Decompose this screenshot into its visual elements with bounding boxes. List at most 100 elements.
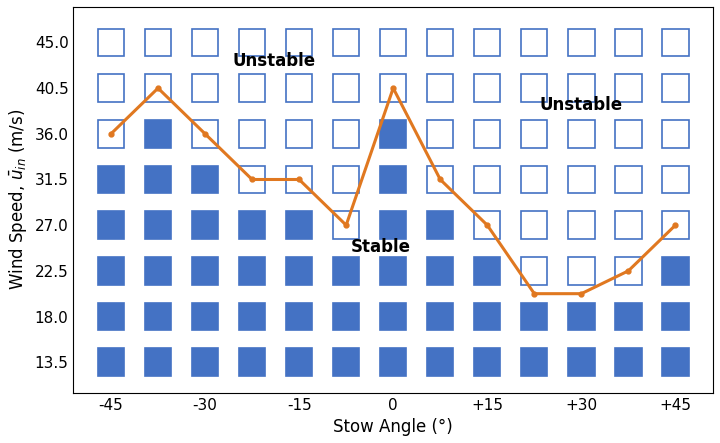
Bar xyxy=(145,211,171,239)
Bar xyxy=(427,120,454,148)
Bar xyxy=(239,166,265,193)
Bar xyxy=(521,29,547,56)
Bar xyxy=(474,29,500,56)
Bar xyxy=(239,211,265,239)
Bar xyxy=(615,211,642,239)
Bar xyxy=(615,349,642,376)
Bar xyxy=(427,257,454,284)
Text: Unstable: Unstable xyxy=(233,52,315,70)
Bar xyxy=(662,120,688,148)
Bar xyxy=(662,166,688,193)
Bar xyxy=(145,29,171,56)
Bar xyxy=(380,211,406,239)
Bar xyxy=(568,29,595,56)
Bar xyxy=(192,303,218,330)
Bar xyxy=(333,74,359,102)
Bar xyxy=(380,120,406,148)
Bar xyxy=(192,257,218,284)
Bar xyxy=(98,303,124,330)
Bar xyxy=(474,211,500,239)
Bar xyxy=(615,74,642,102)
Bar xyxy=(380,29,406,56)
Bar xyxy=(239,349,265,376)
Bar xyxy=(568,211,595,239)
Bar xyxy=(333,120,359,148)
Bar xyxy=(662,303,688,330)
Bar xyxy=(568,74,595,102)
Text: Unstable: Unstable xyxy=(540,97,623,114)
Bar xyxy=(145,303,171,330)
Bar xyxy=(380,349,406,376)
Bar xyxy=(615,257,642,284)
Bar xyxy=(615,303,642,330)
Bar xyxy=(662,29,688,56)
Bar xyxy=(662,349,688,376)
Bar xyxy=(427,211,454,239)
Bar xyxy=(192,166,218,193)
Bar xyxy=(662,74,688,102)
Bar xyxy=(192,74,218,102)
Bar xyxy=(286,29,312,56)
Bar xyxy=(521,74,547,102)
Bar xyxy=(286,349,312,376)
Bar xyxy=(145,349,171,376)
Bar xyxy=(474,120,500,148)
Bar xyxy=(427,29,454,56)
Bar xyxy=(192,349,218,376)
Bar xyxy=(145,166,171,193)
Bar xyxy=(286,120,312,148)
Bar xyxy=(145,257,171,284)
Bar xyxy=(192,211,218,239)
Text: Stable: Stable xyxy=(351,238,410,256)
Bar xyxy=(380,166,406,193)
Bar xyxy=(615,29,642,56)
Bar xyxy=(286,74,312,102)
Bar xyxy=(98,349,124,376)
Bar xyxy=(333,349,359,376)
Bar xyxy=(521,166,547,193)
Bar xyxy=(333,211,359,239)
Bar xyxy=(239,120,265,148)
Bar xyxy=(615,166,642,193)
Bar xyxy=(98,29,124,56)
Bar xyxy=(380,74,406,102)
Bar xyxy=(662,211,688,239)
Bar xyxy=(192,120,218,148)
Bar xyxy=(333,166,359,193)
Bar xyxy=(145,74,171,102)
Bar xyxy=(474,74,500,102)
Bar xyxy=(239,303,265,330)
Bar xyxy=(239,29,265,56)
Bar xyxy=(333,303,359,330)
Bar xyxy=(427,303,454,330)
Bar xyxy=(98,257,124,284)
Bar xyxy=(333,257,359,284)
Bar xyxy=(521,211,547,239)
Bar xyxy=(192,29,218,56)
Bar xyxy=(380,257,406,284)
Bar xyxy=(568,303,595,330)
Bar xyxy=(521,303,547,330)
Bar xyxy=(662,257,688,284)
Bar xyxy=(568,257,595,284)
Bar xyxy=(286,303,312,330)
Bar xyxy=(380,303,406,330)
Bar xyxy=(98,120,124,148)
Bar xyxy=(427,166,454,193)
Bar xyxy=(521,349,547,376)
Bar xyxy=(521,257,547,284)
Bar xyxy=(568,349,595,376)
Y-axis label: Wind Speed, $\bar{u}_{in}$ (m/s): Wind Speed, $\bar{u}_{in}$ (m/s) xyxy=(7,109,29,291)
Bar xyxy=(145,120,171,148)
Bar xyxy=(521,120,547,148)
Bar xyxy=(286,166,312,193)
Bar xyxy=(333,29,359,56)
Bar xyxy=(98,211,124,239)
Bar xyxy=(427,349,454,376)
Bar xyxy=(98,166,124,193)
Bar xyxy=(474,257,500,284)
Bar xyxy=(474,349,500,376)
Bar xyxy=(474,166,500,193)
X-axis label: Stow Angle (°): Stow Angle (°) xyxy=(333,418,453,436)
Bar xyxy=(474,303,500,330)
